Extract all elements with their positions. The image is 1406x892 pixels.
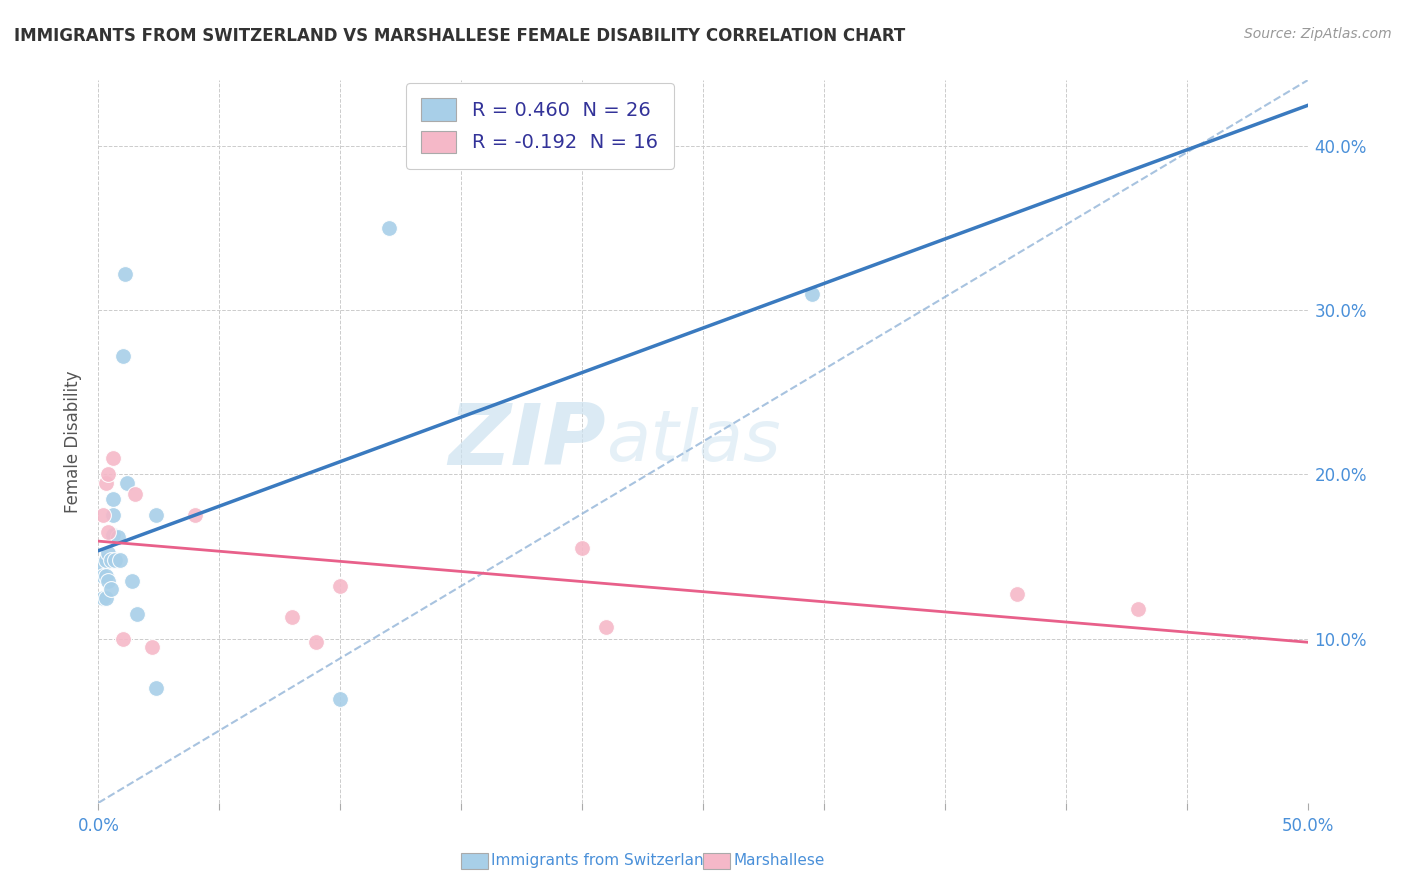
Point bbox=[101, 508, 124, 523]
Point bbox=[94, 569, 117, 583]
Point bbox=[571, 541, 593, 556]
Point bbox=[107, 530, 129, 544]
Point bbox=[305, 635, 328, 649]
Text: atlas: atlas bbox=[606, 407, 780, 476]
Point bbox=[108, 553, 131, 567]
Text: Marshallese: Marshallese bbox=[734, 853, 824, 868]
Point bbox=[111, 349, 134, 363]
Point bbox=[101, 528, 124, 542]
Point bbox=[377, 221, 399, 235]
Point bbox=[91, 558, 114, 572]
Point bbox=[595, 620, 617, 634]
Point bbox=[1128, 602, 1150, 616]
Point bbox=[800, 286, 823, 301]
Point bbox=[117, 475, 139, 490]
Point bbox=[91, 508, 114, 523]
FancyBboxPatch shape bbox=[703, 854, 730, 870]
Point bbox=[127, 607, 149, 621]
Point bbox=[97, 524, 120, 539]
Point bbox=[101, 491, 124, 506]
Point bbox=[104, 553, 127, 567]
Point bbox=[329, 692, 352, 706]
Point bbox=[184, 508, 207, 523]
Point bbox=[111, 632, 134, 646]
Text: ZIP: ZIP bbox=[449, 400, 606, 483]
Point bbox=[94, 591, 117, 605]
Point bbox=[124, 487, 146, 501]
Point bbox=[101, 450, 124, 465]
Text: Source: ZipAtlas.com: Source: ZipAtlas.com bbox=[1244, 27, 1392, 41]
Point bbox=[114, 267, 136, 281]
Point bbox=[329, 579, 352, 593]
Point bbox=[94, 475, 117, 490]
Text: IMMIGRANTS FROM SWITZERLAND VS MARSHALLESE FEMALE DISABILITY CORRELATION CHART: IMMIGRANTS FROM SWITZERLAND VS MARSHALLE… bbox=[14, 27, 905, 45]
Point bbox=[121, 574, 143, 588]
Point bbox=[145, 508, 167, 523]
Point bbox=[100, 553, 122, 567]
Text: Immigrants from Switzerland: Immigrants from Switzerland bbox=[492, 853, 714, 868]
Point bbox=[97, 546, 120, 560]
FancyBboxPatch shape bbox=[461, 854, 488, 870]
Point bbox=[91, 569, 114, 583]
Point bbox=[97, 574, 120, 588]
Point bbox=[100, 582, 122, 597]
Point bbox=[94, 553, 117, 567]
Point bbox=[91, 591, 114, 605]
Point bbox=[281, 610, 304, 624]
Y-axis label: Female Disability: Female Disability bbox=[65, 370, 83, 513]
Point bbox=[145, 681, 167, 695]
Point bbox=[141, 640, 163, 654]
Legend: R = 0.460  N = 26, R = -0.192  N = 16: R = 0.460 N = 26, R = -0.192 N = 16 bbox=[406, 83, 673, 169]
Point bbox=[97, 467, 120, 482]
Point bbox=[1007, 587, 1029, 601]
